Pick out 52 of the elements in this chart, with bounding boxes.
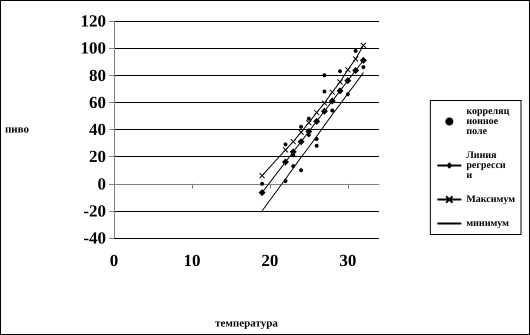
y-tick-label: 120 <box>80 12 106 30</box>
point <box>360 56 367 64</box>
point <box>290 138 296 145</box>
point <box>337 79 344 86</box>
point <box>338 69 342 74</box>
point <box>313 118 320 125</box>
x-tick-label: 30 <box>339 251 356 270</box>
x-tick-label: 10 <box>183 251 200 270</box>
point <box>344 66 351 73</box>
legend-label: корреляционное поле <box>466 106 510 137</box>
point <box>314 144 319 148</box>
y-tick-label: 80 <box>89 66 106 85</box>
point <box>306 116 311 121</box>
y-tick-label: 0 <box>98 174 106 194</box>
point <box>306 120 312 126</box>
point <box>322 73 326 78</box>
y-tick-label: -20 <box>83 201 106 220</box>
legend-label: Максимум <box>466 194 516 205</box>
point <box>354 48 358 53</box>
y-tick-label: 100 <box>80 38 106 58</box>
point <box>282 146 288 153</box>
point <box>360 42 366 48</box>
point <box>361 65 366 70</box>
point <box>328 98 336 105</box>
point <box>352 56 359 62</box>
point <box>314 110 320 116</box>
point <box>344 77 352 84</box>
point <box>330 108 334 113</box>
point <box>299 168 304 172</box>
point <box>258 189 266 196</box>
point <box>336 87 344 94</box>
x-tick-label: 0 <box>110 251 118 270</box>
y-tick-label: 60 <box>89 92 106 112</box>
legend-label: минимум <box>466 218 510 229</box>
y-tick-label: -40 <box>83 228 106 248</box>
y-axis-title: пиво <box>4 124 30 136</box>
point <box>352 67 360 74</box>
point <box>283 142 288 146</box>
legend-label: Линия регрессии <box>466 150 506 181</box>
y-tick-label: 20 <box>89 147 106 166</box>
point <box>321 100 328 106</box>
y-tick-label: 40 <box>89 120 106 139</box>
x-axis-title: температура <box>215 318 278 330</box>
point <box>282 158 289 166</box>
point <box>259 172 266 179</box>
point <box>298 138 305 146</box>
point <box>260 182 264 186</box>
point <box>322 90 326 94</box>
point <box>299 124 304 129</box>
x-tick-label: 20 <box>261 251 278 270</box>
point <box>320 108 328 115</box>
point <box>329 89 336 96</box>
